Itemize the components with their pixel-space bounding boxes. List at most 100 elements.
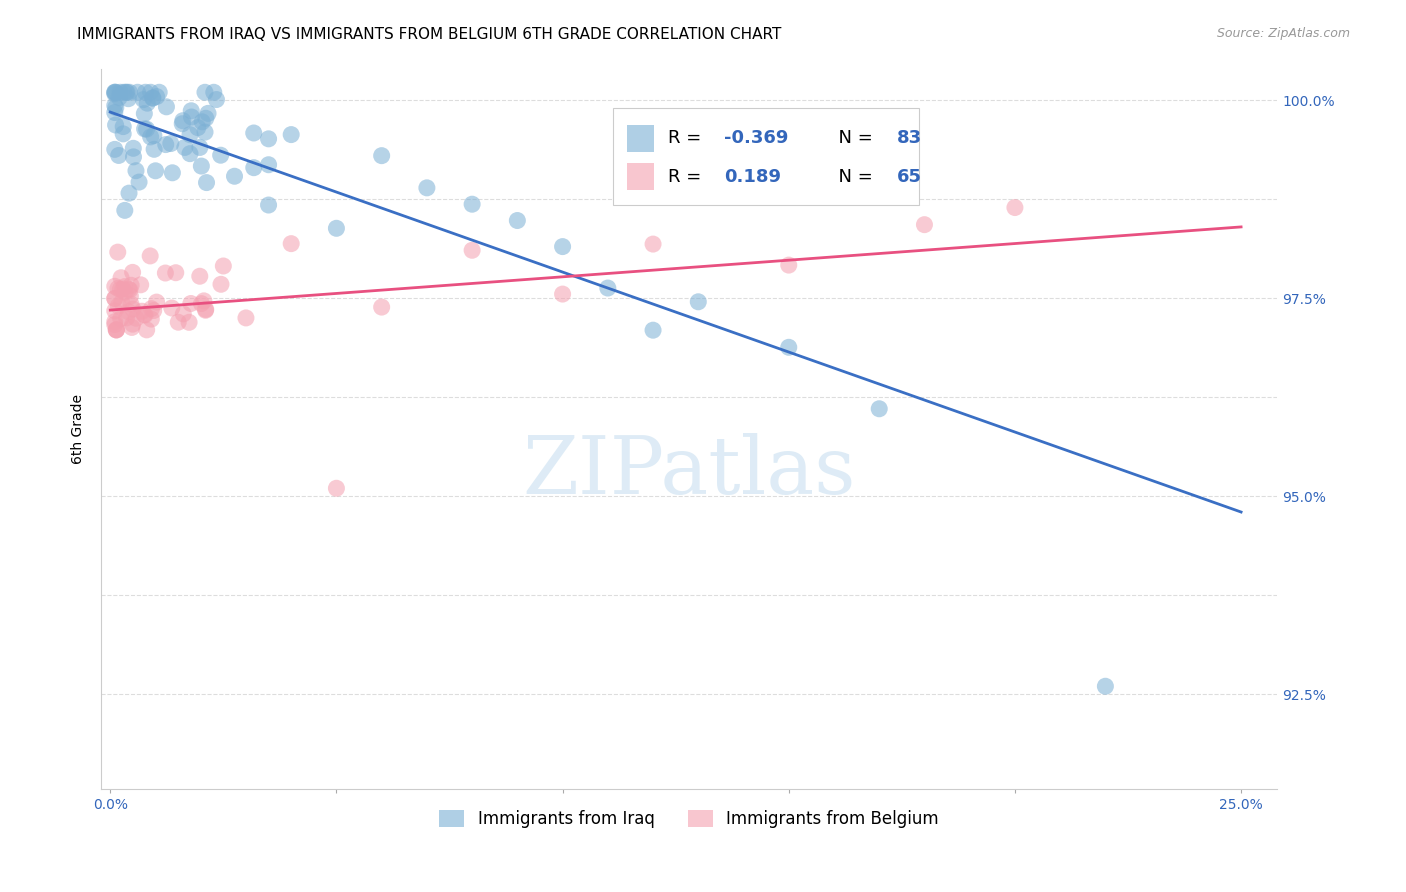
Point xyxy=(180,103,202,118)
Point xyxy=(142,303,165,318)
Point xyxy=(104,142,127,156)
Point xyxy=(104,101,127,115)
Point xyxy=(132,93,155,107)
Point xyxy=(257,198,280,212)
Point xyxy=(188,269,211,284)
Point xyxy=(104,85,127,99)
Point xyxy=(194,302,217,317)
Point xyxy=(143,142,166,156)
Point xyxy=(142,128,165,143)
Point xyxy=(1094,679,1116,693)
Point xyxy=(117,304,139,318)
Point xyxy=(122,150,145,164)
Text: R =: R = xyxy=(668,129,707,147)
Point xyxy=(173,140,195,154)
Point xyxy=(114,203,136,218)
Point xyxy=(180,296,202,310)
Point xyxy=(112,127,135,141)
Point xyxy=(551,239,574,253)
Point xyxy=(257,158,280,172)
Text: 0.189: 0.189 xyxy=(724,168,782,186)
Point xyxy=(120,289,142,303)
Point xyxy=(104,85,127,99)
Point xyxy=(105,323,128,337)
Text: N =: N = xyxy=(827,168,879,186)
Point xyxy=(416,181,439,195)
Point xyxy=(114,285,136,300)
Point xyxy=(155,100,177,114)
Point xyxy=(194,85,217,99)
Point xyxy=(205,93,228,107)
Point xyxy=(187,120,209,135)
Point xyxy=(195,176,218,190)
Point xyxy=(280,236,302,251)
Point xyxy=(325,481,347,495)
Point xyxy=(159,136,181,151)
Point xyxy=(778,258,800,272)
Point xyxy=(120,297,142,311)
Text: N =: N = xyxy=(827,129,879,147)
Point xyxy=(105,323,128,337)
Text: 65: 65 xyxy=(897,168,922,186)
Point xyxy=(461,197,484,211)
Point xyxy=(104,98,127,112)
Point xyxy=(142,91,165,105)
Point xyxy=(145,163,167,178)
Point xyxy=(111,295,134,310)
Point xyxy=(112,85,135,99)
Point xyxy=(139,129,162,144)
Point xyxy=(118,186,141,201)
Point xyxy=(108,85,131,99)
Point xyxy=(121,265,143,279)
Point xyxy=(134,85,156,99)
Text: R =: R = xyxy=(668,168,713,186)
Point xyxy=(914,218,936,232)
Point xyxy=(172,117,194,131)
Point xyxy=(122,141,145,155)
Bar xyxy=(627,163,654,190)
Point xyxy=(136,96,159,111)
Text: -0.369: -0.369 xyxy=(724,129,789,147)
Point xyxy=(131,304,153,318)
Point xyxy=(115,85,138,99)
Point xyxy=(104,318,127,332)
Text: ZIPatlas: ZIPatlas xyxy=(523,434,856,511)
Point xyxy=(112,120,135,134)
Point xyxy=(139,85,162,99)
Point xyxy=(134,106,156,120)
Point xyxy=(194,303,217,318)
Point xyxy=(209,277,232,292)
Point xyxy=(141,301,163,316)
Point xyxy=(160,301,183,315)
Point xyxy=(104,315,127,329)
Point xyxy=(104,118,127,132)
Point xyxy=(121,317,143,331)
Point xyxy=(120,278,142,293)
Point xyxy=(172,307,194,321)
Point xyxy=(155,137,177,152)
Y-axis label: 6th Grade: 6th Grade xyxy=(72,394,86,464)
Text: 83: 83 xyxy=(897,129,922,147)
Point xyxy=(134,308,156,322)
Point xyxy=(191,115,214,129)
Point xyxy=(190,159,212,173)
Point xyxy=(111,282,134,296)
Point xyxy=(370,300,392,314)
Point xyxy=(190,296,212,310)
Point xyxy=(162,166,184,180)
Legend: Immigrants from Iraq, Immigrants from Belgium: Immigrants from Iraq, Immigrants from Be… xyxy=(433,804,946,835)
Point xyxy=(506,213,529,227)
Point xyxy=(180,110,202,124)
Point xyxy=(108,90,131,104)
Point xyxy=(114,279,136,293)
Point xyxy=(134,308,156,322)
Point xyxy=(145,89,167,103)
Point xyxy=(148,85,170,99)
Point xyxy=(110,270,132,285)
Point xyxy=(551,287,574,301)
Point xyxy=(115,310,138,325)
Point xyxy=(104,85,127,99)
Point xyxy=(868,401,890,416)
Text: Source: ZipAtlas.com: Source: ZipAtlas.com xyxy=(1216,27,1350,40)
Point xyxy=(596,281,619,295)
